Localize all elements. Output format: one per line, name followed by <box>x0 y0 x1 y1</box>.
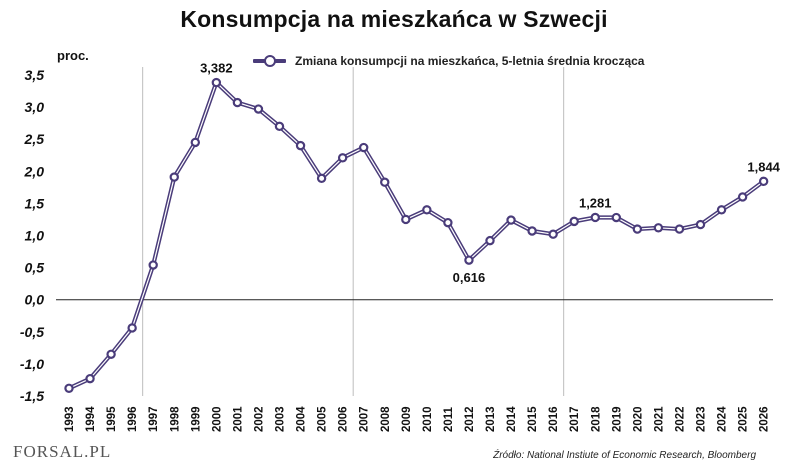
data-point <box>569 216 579 227</box>
x-tick-label: 2000 <box>211 406 223 432</box>
data-point <box>190 137 200 148</box>
data-point <box>548 229 558 239</box>
x-tick-label: 2002 <box>253 406 265 432</box>
data-point <box>316 173 327 184</box>
data-point <box>506 215 516 225</box>
y-tick-label: 3,0 <box>25 99 45 115</box>
x-tick-label: 2003 <box>275 406 287 432</box>
y-tick-label: 1,0 <box>25 228 45 244</box>
data-point <box>401 214 411 225</box>
y-tick-label: 0,0 <box>25 292 45 308</box>
data-point <box>169 172 179 182</box>
data-point <box>632 224 643 234</box>
data-point <box>737 192 748 202</box>
data-point <box>464 255 474 265</box>
data-point <box>211 77 222 88</box>
data-point <box>716 205 727 215</box>
data-point <box>590 212 600 223</box>
data-point <box>64 383 74 393</box>
y-axis-unit-label: proc. <box>57 48 89 63</box>
x-tick-label: 2010 <box>422 406 434 432</box>
x-tick-label: 2018 <box>590 406 602 432</box>
data-point <box>758 176 769 187</box>
data-point <box>653 223 664 233</box>
x-tick-label: 2011 <box>443 406 455 432</box>
data-point <box>127 323 137 333</box>
x-tick-label: 2017 <box>569 406 581 432</box>
x-tick-label: 2025 <box>738 406 750 432</box>
data-point <box>527 226 537 236</box>
chart-title: Konsumpcja na mieszkańca w Szwecji <box>180 6 608 32</box>
x-tick-label: 1997 <box>148 406 160 432</box>
x-tick-label: 2021 <box>653 406 665 432</box>
x-tick-label: 2009 <box>401 406 413 432</box>
legend-series-label: Zmiana konsumpcji na mieszkańca, 5-letni… <box>295 54 645 68</box>
data-point <box>443 217 453 228</box>
data-point <box>485 235 495 246</box>
x-tick-label: 1993 <box>64 406 76 432</box>
y-tick-label: 2,0 <box>24 163 45 179</box>
x-tick-label: 2001 <box>232 406 244 432</box>
source-note: Źródło: National Instiute of Economic Re… <box>493 450 756 461</box>
data-point <box>295 140 306 151</box>
series-line-highlight <box>68 81 765 389</box>
x-tick-label: 2013 <box>485 406 497 432</box>
x-tick-label: 2022 <box>674 406 686 432</box>
x-tick-label: 2019 <box>611 406 623 432</box>
data-point <box>674 224 685 234</box>
x-tick-label: 2006 <box>338 406 350 432</box>
data-point <box>337 153 348 163</box>
x-tick-label: 2008 <box>380 406 392 432</box>
data-point <box>232 97 243 108</box>
data-label: 1,844 <box>747 159 780 174</box>
legend-line-marker-icon <box>253 54 286 68</box>
y-tick-label: 1,5 <box>25 195 45 211</box>
x-tick-label: 2020 <box>632 406 644 432</box>
brand-logo: FORSAL.PL <box>13 442 112 461</box>
y-tick-label: -0,5 <box>20 324 44 340</box>
x-tick-label: 2026 <box>759 406 771 432</box>
series-line <box>66 80 766 391</box>
x-tick-label: 1999 <box>190 406 202 432</box>
y-tick-label: 3,5 <box>25 67 45 83</box>
y-tick-label: 2,5 <box>24 131 45 147</box>
x-tick-label: 2016 <box>548 406 560 432</box>
y-tick-label: -1,5 <box>20 388 44 404</box>
x-tick-label: 2005 <box>317 406 329 432</box>
data-point <box>611 212 622 223</box>
x-tick-label: 2007 <box>359 406 371 432</box>
y-tick-label: 0,5 <box>25 260 45 276</box>
x-tick-label: 2023 <box>696 406 708 432</box>
x-tick-label: 2004 <box>296 406 308 432</box>
data-point <box>380 177 390 187</box>
x-tick-label: 2012 <box>464 406 476 432</box>
legend: Zmiana konsumpcji na mieszkańca, 5-letni… <box>253 53 644 69</box>
data-point <box>422 205 432 215</box>
x-tick-label: 2024 <box>717 406 729 432</box>
data-point <box>359 142 369 153</box>
data-point <box>695 219 706 230</box>
x-tick-label: 1996 <box>127 406 139 432</box>
x-tick-label: 2014 <box>506 406 518 432</box>
data-label: 3,382 <box>200 61 233 76</box>
y-tick-label: -1,0 <box>20 356 44 372</box>
data-point <box>253 104 264 114</box>
x-tick-label: 1994 <box>85 406 97 432</box>
x-tick-label: 1998 <box>169 406 181 432</box>
x-tick-label: 1995 <box>106 406 118 432</box>
x-tick-label: 2015 <box>527 406 539 432</box>
data-point <box>148 260 158 270</box>
data-point <box>274 121 285 132</box>
data-point <box>85 373 95 384</box>
data-label: 0,616 <box>453 270 486 285</box>
data-point <box>106 349 116 359</box>
data-label: 1,281 <box>579 195 612 210</box>
